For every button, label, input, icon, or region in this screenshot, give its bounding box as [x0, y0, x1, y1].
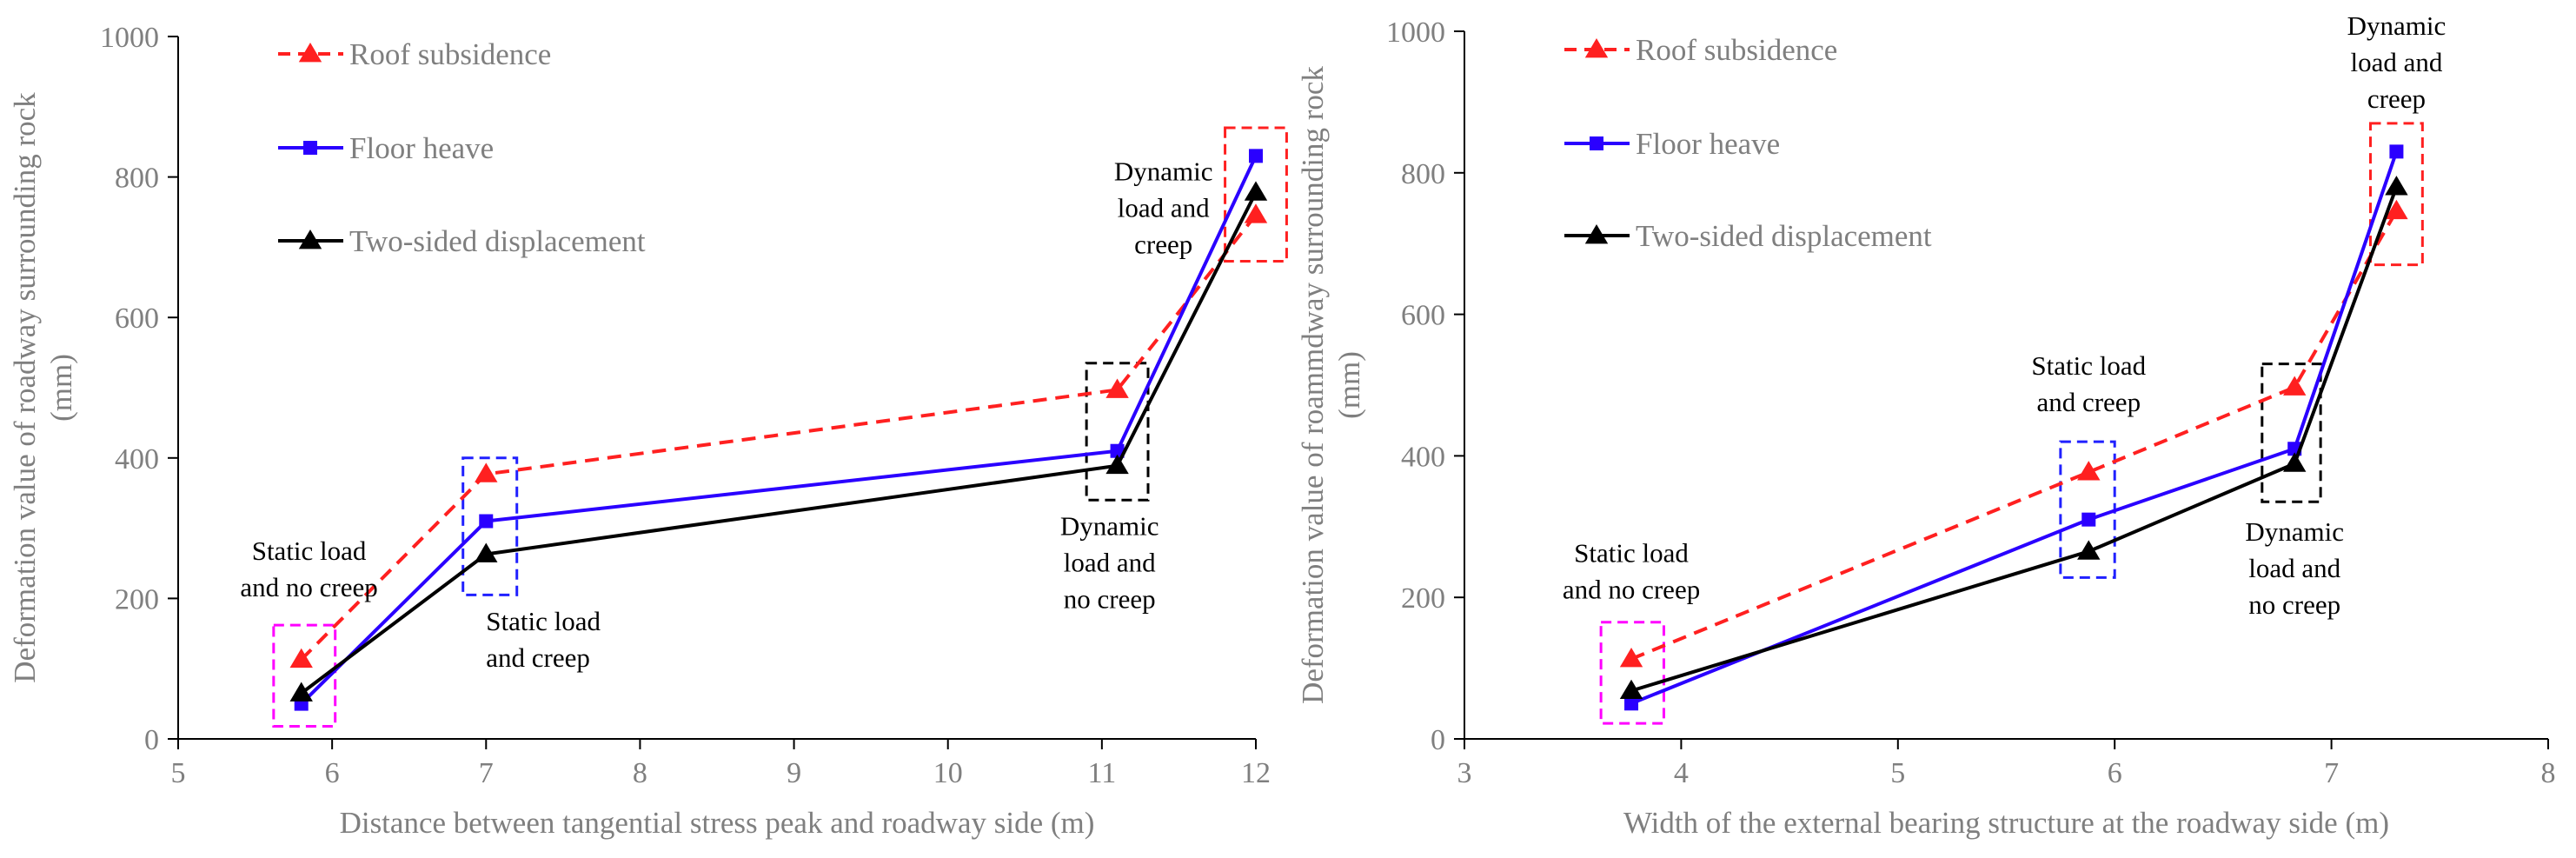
data-point	[2385, 199, 2408, 220]
data-point	[1249, 149, 1263, 163]
y-tick-label: 200	[1401, 582, 1445, 615]
legend-label: Floor heave	[1636, 127, 1780, 161]
y-tick-label: 0	[144, 724, 159, 756]
x-tick-label: 5	[1890, 757, 1905, 789]
y-tick-label: 400	[115, 443, 159, 476]
x-tick-label: 7	[2324, 757, 2339, 789]
data-point	[1624, 696, 1639, 711]
annotation-text: Dynamic load and creep	[2347, 10, 2447, 114]
x-tick-label: 12	[1241, 757, 1271, 789]
y-tick-label: 0	[1431, 724, 1445, 756]
x-tick-label: 7	[479, 757, 494, 789]
series-line-floor-heave	[300, 155, 1258, 706]
x-tick-label: 8	[633, 757, 647, 789]
annotation-box	[461, 456, 519, 596]
x-tick-label: 9	[787, 757, 801, 789]
data-point	[2077, 540, 2101, 560]
data-point	[1244, 203, 1268, 223]
x-tick-label: 3	[1457, 757, 1472, 789]
data-point	[1110, 443, 1125, 458]
annotation-box	[1224, 126, 1288, 263]
y-axis-title: Deformation value of roadway surrounding…	[8, 92, 78, 683]
annotation-text: Dynamic load and no creep	[2245, 516, 2344, 620]
annotation-text: Static load and creep	[486, 606, 601, 673]
x-tick-label: 6	[325, 757, 340, 789]
y-axis-title: Deformation value of roammdway surroundi…	[1296, 66, 1366, 704]
legend-label: Roof subsidence	[1636, 33, 1837, 67]
data-point	[1244, 181, 1268, 201]
annotation-box	[2368, 122, 2424, 267]
data-point	[479, 514, 494, 529]
y-tick-label: 400	[1401, 441, 1445, 473]
x-tick-label: 10	[933, 757, 963, 789]
legend-label: Roof subsidence	[349, 37, 551, 71]
data-point	[289, 682, 313, 702]
x-tick-label: 5	[171, 757, 186, 789]
y-tick-label: 600	[1401, 300, 1445, 332]
legend-marker	[1590, 136, 1603, 150]
data-point	[475, 462, 498, 482]
data-point	[2283, 452, 2307, 472]
x-tick-label: 4	[1674, 757, 1689, 789]
data-point	[2385, 176, 2408, 196]
annotation-box	[2261, 362, 2322, 503]
y-tick-label: 1000	[1386, 17, 1445, 49]
x-tick-label: 11	[1087, 757, 1116, 789]
annotation-text: Dynamic load and creep	[1114, 156, 1213, 260]
legend-marker	[303, 141, 317, 155]
y-tick-label: 600	[115, 303, 159, 335]
data-point	[1105, 378, 1129, 398]
legend-label: Floor heave	[349, 131, 494, 165]
x-tick-label: 6	[2108, 757, 2122, 789]
data-point	[475, 542, 498, 562]
data-point	[2077, 461, 2101, 481]
annotation-text: Dynamic load and no creep	[1060, 511, 1159, 615]
y-tick-label: 1000	[100, 22, 159, 54]
data-point	[1619, 648, 1643, 668]
annotation-text: Static load and creep	[2031, 350, 2146, 417]
x-axis-title: Distance between tangential stress peak …	[340, 806, 1095, 840]
annotation-text: Static load and no creep	[1563, 538, 1700, 605]
data-point	[2283, 376, 2307, 396]
data-point	[2389, 144, 2404, 159]
legend-marker	[1584, 38, 1609, 58]
y-tick-label: 800	[115, 163, 159, 195]
data-point	[2081, 512, 2096, 527]
legend-label: Two-sided displacement	[349, 224, 646, 258]
chart-right: 0 200 400 600 800 1000 3 4 5 6 7 8 Width of the exte…	[1296, 10, 2556, 840]
series-line-floor-heave	[1630, 150, 2399, 706]
legend-label: Two-sided displacement	[1636, 219, 1932, 253]
legend-marker	[298, 43, 322, 63]
data-point	[1619, 679, 1643, 700]
chart-left: 0 200 400 600 800 1000 5 6 7 8 9 10 11 12 Distance bet…	[8, 22, 1288, 840]
x-axis-title: Width of the external bearing structure …	[1623, 806, 2389, 840]
y-tick-label: 800	[1401, 158, 1445, 190]
annotation-text: Static load and no creep	[240, 535, 377, 602]
data-point	[1105, 454, 1129, 475]
legend-marker	[1584, 224, 1609, 244]
y-tick-label: 200	[115, 583, 159, 615]
series-line-two-sided-displacement	[1630, 186, 2399, 693]
data-point	[289, 648, 313, 668]
legend-marker	[298, 229, 322, 249]
x-tick-label: 8	[2541, 757, 2556, 789]
series-line-two-sided-displacement	[300, 191, 1258, 695]
